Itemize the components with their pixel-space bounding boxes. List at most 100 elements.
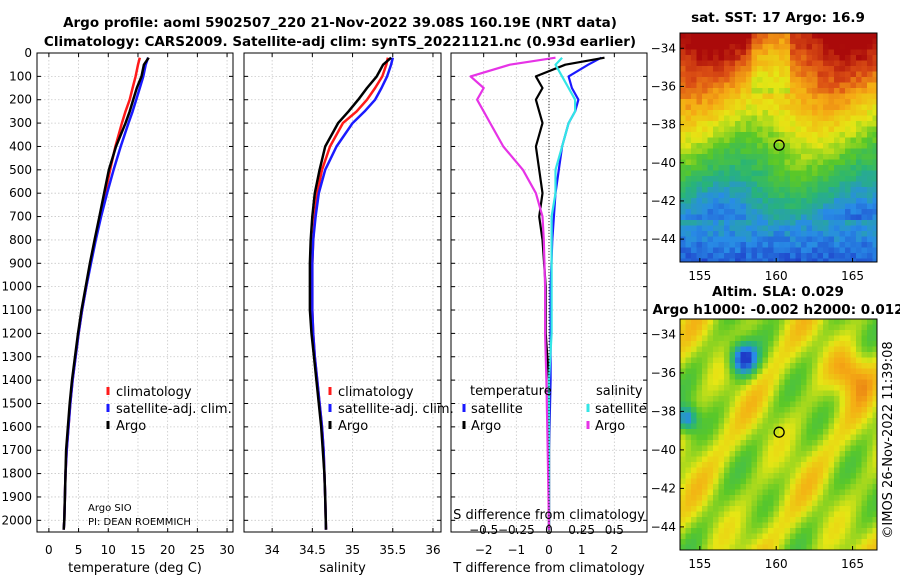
- map-cell: [845, 44, 851, 50]
- map-cell: [812, 192, 818, 199]
- map-cell: [806, 60, 813, 67]
- map-cell: [751, 319, 758, 325]
- map-cell: [850, 456, 857, 463]
- map-cell: [790, 385, 796, 391]
- map-cell: [762, 335, 769, 342]
- map-cell: [790, 390, 796, 397]
- map-cell: [746, 253, 752, 259]
- map-cell: [817, 500, 824, 507]
- map-cell: [801, 346, 807, 353]
- map-cell: [834, 82, 840, 89]
- map-cell: [845, 434, 851, 441]
- map-cell: [784, 418, 791, 424]
- map-cell: [680, 99, 686, 105]
- map-cell: [680, 396, 686, 402]
- map-cell: [740, 258, 747, 262]
- map-cell: [845, 330, 851, 336]
- map-cell: [768, 209, 774, 215]
- map-x-tick-label: 160: [765, 557, 788, 571]
- map-cell: [773, 181, 780, 188]
- map-cell: [845, 407, 851, 413]
- map-cell: [856, 110, 862, 116]
- map-cell: [845, 495, 851, 501]
- map-cell: [850, 60, 857, 67]
- map-cell: [861, 363, 868, 369]
- map-cell: [713, 203, 719, 210]
- map-cell: [861, 104, 868, 111]
- map-cell: [702, 66, 708, 72]
- map-cell: [790, 198, 796, 204]
- map-cell: [806, 401, 813, 408]
- x-tick-label: 15: [130, 543, 145, 557]
- map-cell: [680, 115, 686, 122]
- map-cell: [751, 374, 758, 380]
- map-cell: [839, 445, 846, 452]
- map-cell: [823, 489, 829, 496]
- map-cell: [691, 357, 697, 364]
- map-cell: [713, 445, 719, 452]
- map-cell: [790, 55, 796, 61]
- map-cell: [751, 214, 758, 221]
- map-cell: [768, 110, 774, 116]
- map-cell: [746, 181, 752, 188]
- map-cell: [856, 506, 862, 512]
- map-cell: [828, 203, 835, 210]
- map-cell: [828, 44, 835, 50]
- map-cell: [713, 121, 719, 127]
- map-cell: [872, 121, 877, 127]
- map-cell: [718, 500, 725, 507]
- map-cell: [724, 390, 730, 397]
- map-cell: [702, 203, 708, 210]
- map-cell: [729, 88, 736, 94]
- map-cell: [696, 66, 703, 72]
- map-cell: [724, 55, 730, 61]
- map-cell: [806, 49, 813, 56]
- map-cell: [812, 352, 818, 358]
- map-cell: [795, 506, 802, 512]
- x-tick-label: 34: [265, 543, 280, 557]
- map-cell: [762, 324, 769, 331]
- map-cell: [795, 137, 802, 144]
- map-cell: [746, 49, 752, 56]
- map-cell: [779, 60, 785, 67]
- sst-map-panel: 155 160 165−34−36−38−40−42−44: [651, 32, 878, 283]
- map-cell: [872, 528, 877, 534]
- map-cell: [817, 82, 824, 89]
- map-cell: [856, 198, 862, 204]
- map-cell: [801, 55, 807, 61]
- map-cell: [834, 71, 840, 78]
- map-cell: [680, 478, 686, 485]
- map-cell: [718, 198, 725, 204]
- map-cell: [795, 104, 802, 111]
- map-cell: [845, 66, 851, 72]
- map-cell: [790, 209, 796, 215]
- map-cell: [735, 445, 741, 452]
- map-cell: [817, 231, 824, 237]
- map-cell: [856, 225, 862, 232]
- map-cell: [740, 319, 747, 325]
- map-cell: [751, 489, 758, 496]
- map-cell: [795, 247, 802, 254]
- map-cell: [823, 93, 829, 100]
- map-cell: [757, 203, 763, 210]
- map-cell: [740, 451, 747, 457]
- map-cell: [757, 159, 763, 166]
- map-cell: [680, 93, 686, 100]
- map-cell: [740, 126, 747, 133]
- map-cell: [817, 495, 824, 501]
- map-cell: [784, 473, 791, 479]
- map-cell: [735, 489, 741, 496]
- map-cell: [779, 154, 785, 160]
- map-cell: [680, 484, 686, 490]
- map-cell: [817, 258, 824, 262]
- map-cell: [806, 242, 813, 248]
- map-cell: [872, 506, 877, 512]
- map-cell: [768, 253, 774, 259]
- map-cell: [696, 38, 703, 45]
- map-cell: [839, 423, 846, 430]
- map-cell: [773, 159, 780, 166]
- map-cell: [845, 121, 851, 127]
- map-cell: [680, 357, 686, 364]
- map-cell: [740, 385, 747, 391]
- map-cell: [856, 489, 862, 496]
